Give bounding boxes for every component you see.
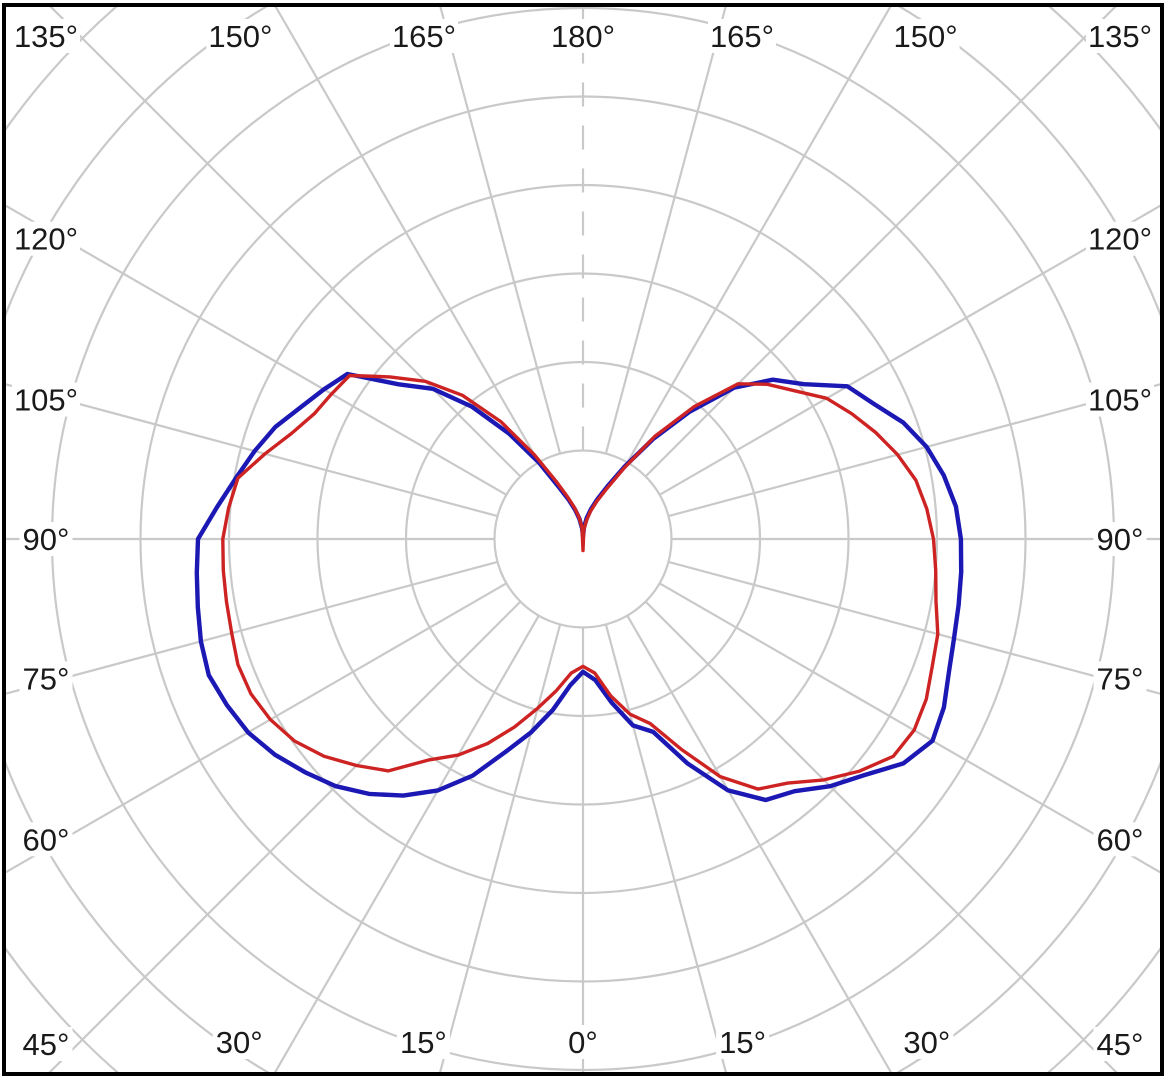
angle-label: 0° [568, 1025, 598, 1060]
angle-label-mask [564, 1025, 602, 1059]
grid-ray [626, 7, 892, 463]
grid-ray [6, 383, 498, 518]
angle-label: 45° [23, 1027, 70, 1062]
grid-ray [6, 560, 498, 695]
angle-label-mask [1086, 382, 1154, 417]
angle-label: 150° [208, 19, 272, 54]
angle-label: 75° [23, 661, 70, 696]
grid-ray [274, 7, 540, 463]
angle-label: 135° [14, 19, 78, 54]
angle-label-mask [12, 382, 80, 417]
angle-label: 90° [1097, 522, 1144, 557]
angle-label: 165° [710, 19, 774, 54]
angle-label-mask [206, 19, 275, 53]
angle-label-mask [900, 1025, 954, 1059]
grid-ray [659, 582, 1160, 874]
grid-ray [604, 624, 728, 1073]
grid-ray [668, 383, 1160, 518]
angle-label: 180° [551, 19, 615, 54]
angle-label: 165° [392, 19, 456, 54]
angle-label-mask [396, 1025, 450, 1059]
angle-label-mask [1093, 822, 1147, 857]
angle-label: 30° [903, 1025, 950, 1060]
chart-frame-border [2, 3, 1164, 1076]
grid-ray [604, 7, 727, 454]
grid-ray [659, 204, 1160, 496]
angle-label-mask [1086, 19, 1154, 53]
angle-label-mask [1093, 1027, 1147, 1061]
angle-label: 15° [400, 1025, 447, 1060]
angle-label: 60° [1097, 822, 1144, 857]
grid-ray [439, 7, 562, 454]
angle-label-mask [19, 822, 73, 857]
angle-label: 105° [1088, 383, 1152, 418]
angle-label-mask [1093, 661, 1147, 696]
angle-label-mask [12, 221, 80, 256]
curve-red [221, 373, 940, 791]
grid-ray [6, 204, 507, 496]
angle-label: 105° [14, 383, 78, 418]
grid-ray [668, 560, 1160, 695]
angle-label-mask [549, 19, 617, 53]
angle-label: 135° [1088, 19, 1152, 54]
angle-label: 150° [894, 19, 958, 54]
angle-label-mask [1086, 221, 1154, 256]
grid-ray [644, 600, 1119, 1073]
angle-label: 60° [23, 822, 70, 857]
angle-label-mask [12, 19, 80, 53]
angle-label-mask [19, 522, 73, 556]
grid-ray [438, 624, 562, 1073]
grid-ray [47, 600, 522, 1073]
angle-label-mask [19, 1027, 73, 1061]
grid-ray [626, 615, 893, 1073]
angle-label: 30° [216, 1025, 263, 1060]
angle-label-mask [212, 1025, 266, 1059]
grid-ray [6, 582, 507, 874]
angle-label: 120° [1088, 222, 1152, 257]
angle-label: 75° [1097, 661, 1144, 696]
intensity-curves [194, 371, 964, 803]
angle-label: 90° [23, 522, 70, 557]
angle-label-mask [716, 1025, 770, 1059]
grid-ray [273, 615, 540, 1073]
angle-label: 120° [14, 222, 78, 257]
angle-label-mask [891, 19, 960, 53]
angle-label-mask [708, 19, 776, 53]
angle-label: 15° [719, 1025, 766, 1060]
curve-blue [194, 371, 964, 803]
angle-label-mask [1093, 522, 1147, 556]
angle-labels: 135° 150° 165° 180° 165° 150° 135° 120° 105° 90° 7… [12, 19, 1154, 1062]
angle-label: 45° [1097, 1027, 1144, 1062]
angle-label-mask [19, 661, 73, 696]
angle-label-mask [390, 19, 458, 53]
